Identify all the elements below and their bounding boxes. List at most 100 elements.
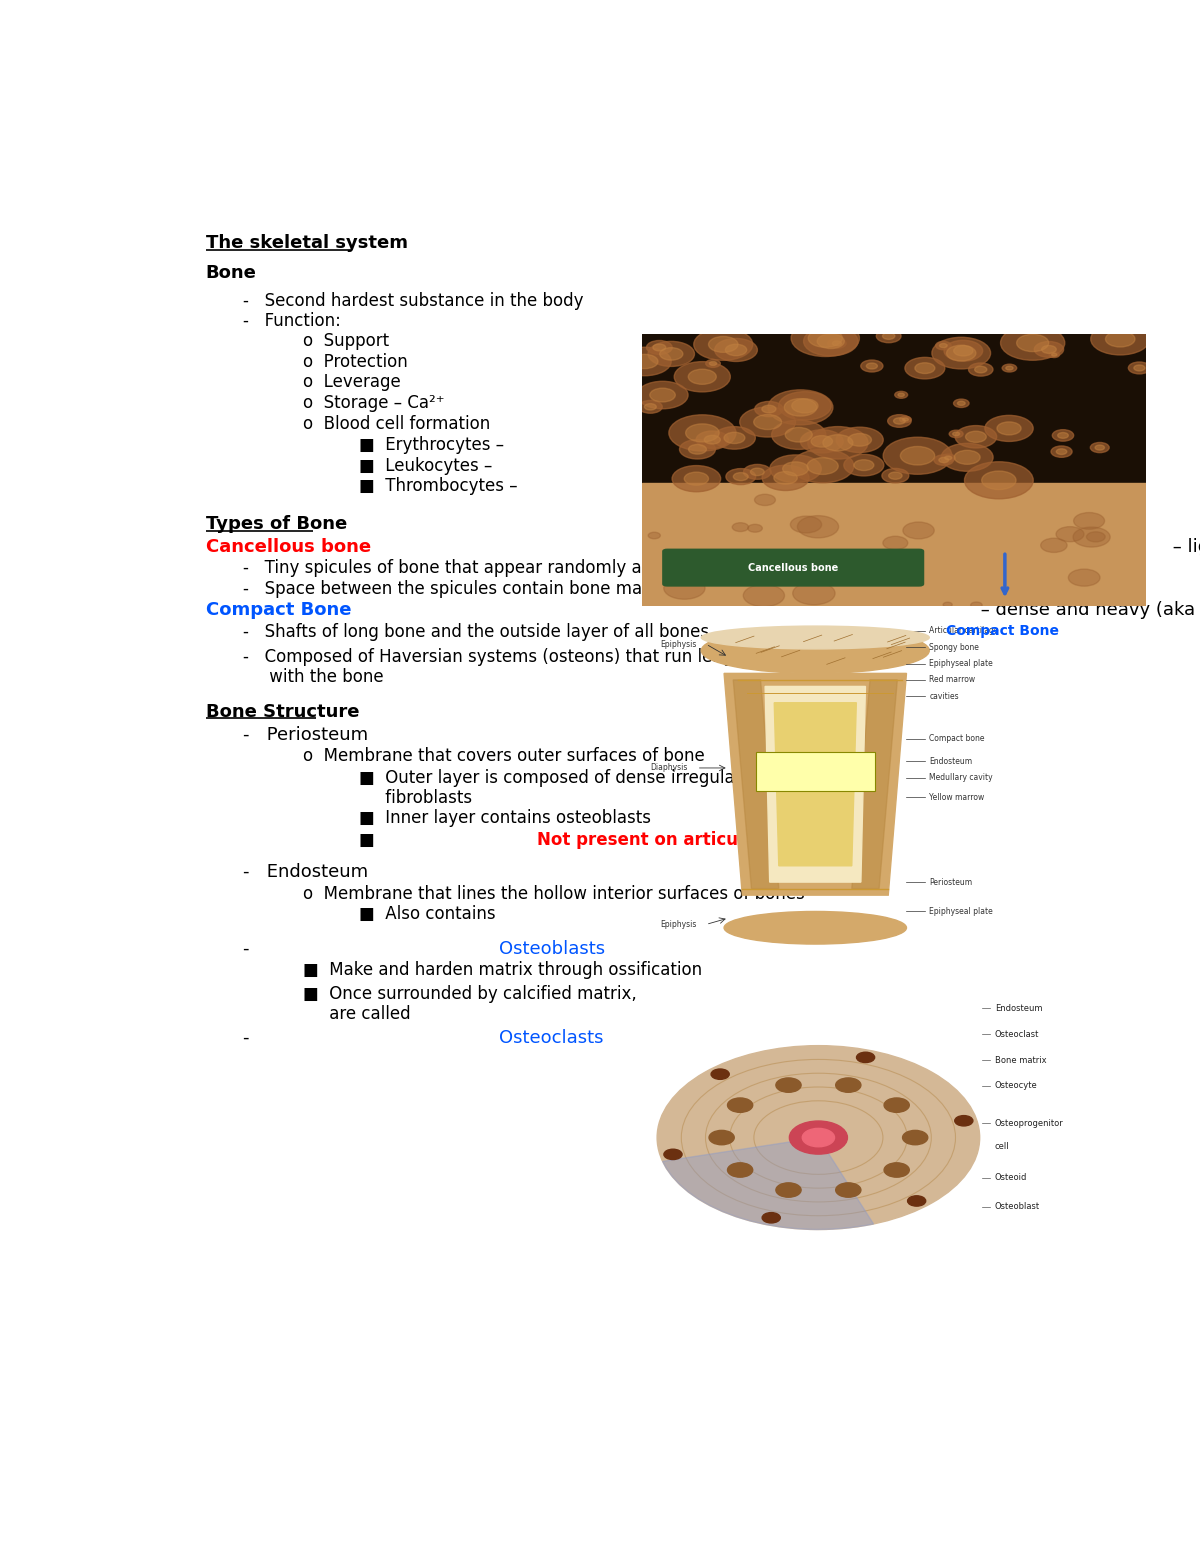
- Text: -   Endosteum: - Endosteum: [242, 863, 368, 881]
- Text: ■  Erythrocytes –: ■ Erythrocytes –: [359, 436, 510, 455]
- Circle shape: [854, 460, 874, 471]
- Circle shape: [712, 1068, 730, 1079]
- Circle shape: [792, 449, 854, 483]
- Text: Bone matrix: Bone matrix: [995, 1056, 1046, 1064]
- Text: Types of Bone: Types of Bone: [206, 516, 347, 533]
- Text: o  Protection: o Protection: [304, 353, 408, 371]
- Circle shape: [791, 320, 859, 357]
- Bar: [642, 483, 1146, 606]
- Circle shape: [900, 446, 935, 464]
- Text: The skeletal system: The skeletal system: [206, 235, 408, 252]
- Polygon shape: [724, 674, 906, 895]
- Circle shape: [997, 422, 1021, 435]
- Circle shape: [732, 523, 749, 531]
- Circle shape: [769, 455, 821, 483]
- Circle shape: [714, 427, 755, 449]
- Circle shape: [954, 346, 973, 356]
- Circle shape: [1034, 342, 1063, 357]
- Circle shape: [793, 582, 835, 604]
- Circle shape: [674, 362, 731, 391]
- Circle shape: [715, 339, 757, 362]
- Circle shape: [704, 435, 720, 444]
- Circle shape: [782, 461, 809, 475]
- Circle shape: [848, 433, 871, 446]
- Circle shape: [947, 345, 976, 360]
- Text: o  Blood cell formation: o Blood cell formation: [304, 415, 491, 433]
- Circle shape: [755, 494, 775, 506]
- Text: o  Membrane that covers outer surfaces of bone: o Membrane that covers outer surfaces of…: [304, 747, 706, 766]
- Circle shape: [696, 432, 728, 449]
- Circle shape: [934, 455, 954, 466]
- Text: -   Shafts of long bone and the outside layer of all bones: - Shafts of long bone and the outside la…: [242, 623, 709, 641]
- Text: Compact Bone: Compact Bone: [946, 624, 1058, 638]
- Circle shape: [685, 424, 719, 443]
- Circle shape: [709, 362, 716, 365]
- Circle shape: [965, 461, 1033, 499]
- Text: Osteoclasts: Osteoclasts: [499, 1030, 604, 1047]
- Ellipse shape: [724, 912, 906, 944]
- Text: -   Space between the spicules contain bone marrow: - Space between the spicules contain bon…: [242, 579, 679, 598]
- Circle shape: [1049, 353, 1060, 357]
- Circle shape: [637, 382, 688, 408]
- Text: Periosteum: Periosteum: [929, 877, 972, 887]
- Circle shape: [776, 1183, 802, 1197]
- Text: Epiphyseal plate: Epiphyseal plate: [929, 907, 994, 916]
- Circle shape: [884, 1098, 910, 1112]
- Circle shape: [708, 337, 738, 353]
- Text: Compact Bone: Compact Bone: [206, 601, 352, 620]
- Text: Compact bone: Compact bone: [929, 735, 985, 742]
- Text: – dense and heavy (aka cortical bone): – dense and heavy (aka cortical bone): [974, 601, 1200, 620]
- Circle shape: [1091, 323, 1150, 356]
- Text: Osteoclast: Osteoclast: [995, 1030, 1039, 1039]
- Text: Epiphyseal plate: Epiphyseal plate: [929, 658, 994, 668]
- Circle shape: [833, 340, 841, 346]
- Text: Bone Structure: Bone Structure: [206, 704, 359, 721]
- Circle shape: [1086, 531, 1105, 542]
- Polygon shape: [766, 686, 865, 882]
- Text: Epiphysis: Epiphysis: [660, 919, 697, 929]
- Circle shape: [836, 427, 883, 452]
- Circle shape: [660, 348, 683, 360]
- Circle shape: [785, 427, 812, 443]
- Text: Yellow marrow: Yellow marrow: [929, 794, 984, 801]
- Text: ■: ■: [359, 831, 385, 849]
- Circle shape: [744, 464, 772, 480]
- Wedge shape: [662, 1137, 874, 1230]
- Text: cavities: cavities: [929, 691, 959, 700]
- Circle shape: [808, 458, 839, 475]
- Circle shape: [985, 415, 1033, 441]
- Circle shape: [694, 329, 752, 360]
- Circle shape: [938, 458, 949, 463]
- Circle shape: [894, 418, 905, 424]
- Circle shape: [649, 388, 676, 402]
- Polygon shape: [733, 680, 779, 888]
- Text: -: -: [242, 1030, 266, 1047]
- Circle shape: [725, 345, 746, 356]
- Circle shape: [779, 391, 832, 419]
- Circle shape: [762, 1213, 780, 1222]
- Text: ■  Outer layer is composed of dense irregular CT with: ■ Outer layer is composed of dense irreg…: [359, 769, 809, 787]
- Circle shape: [971, 603, 982, 609]
- Circle shape: [954, 450, 980, 464]
- Text: Not present on articular surfaces: Not present on articular surfaces: [536, 831, 848, 849]
- Circle shape: [739, 407, 796, 436]
- Circle shape: [1006, 367, 1013, 370]
- Circle shape: [835, 1183, 860, 1197]
- Text: Osteoblast: Osteoblast: [995, 1202, 1040, 1211]
- Circle shape: [618, 348, 671, 376]
- Circle shape: [668, 415, 736, 450]
- Circle shape: [811, 435, 833, 447]
- Circle shape: [898, 393, 905, 396]
- Circle shape: [835, 1078, 860, 1092]
- Text: -   Periosteum: - Periosteum: [242, 725, 368, 744]
- Circle shape: [689, 370, 716, 384]
- Circle shape: [1105, 331, 1135, 346]
- Circle shape: [1057, 433, 1068, 438]
- Circle shape: [792, 399, 818, 413]
- Text: Articular cartilage: Articular cartilage: [929, 626, 998, 635]
- Circle shape: [941, 443, 994, 471]
- Text: Endosteum: Endosteum: [995, 1003, 1043, 1013]
- Circle shape: [944, 457, 952, 460]
- Circle shape: [1091, 443, 1109, 452]
- Circle shape: [1001, 326, 1064, 360]
